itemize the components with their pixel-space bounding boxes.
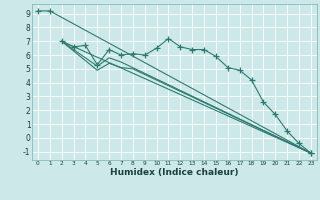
X-axis label: Humidex (Indice chaleur): Humidex (Indice chaleur) xyxy=(110,168,239,177)
